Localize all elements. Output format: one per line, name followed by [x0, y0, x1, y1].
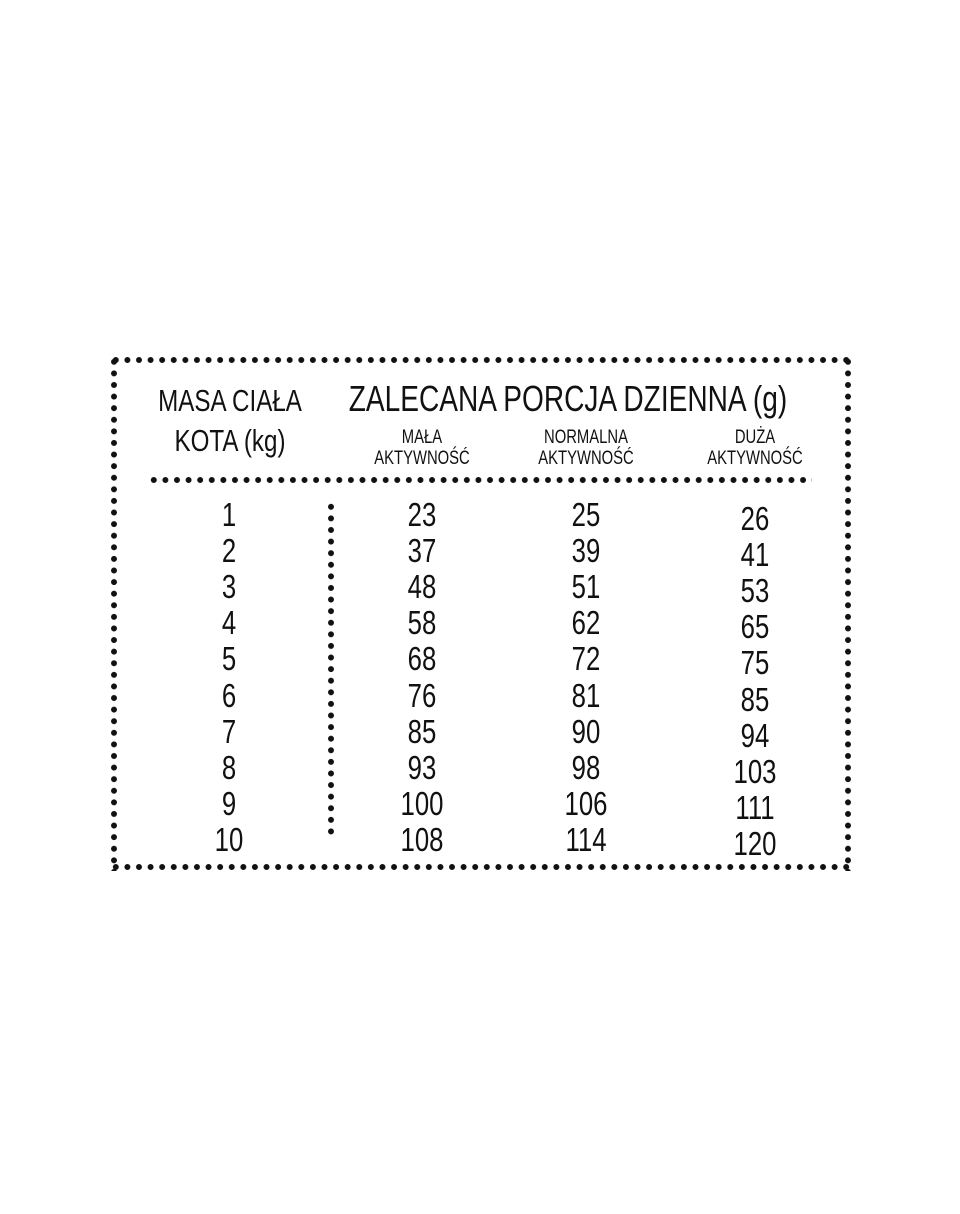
high-activity-cell: 75 [740, 644, 770, 682]
frame-left [110, 356, 118, 871]
normal-activity-cell: 62 [571, 604, 601, 642]
low-activity-cell: 23 [407, 496, 437, 533]
mass-cell: 2 [221, 532, 237, 570]
high-activity-cell: 85 [740, 680, 770, 718]
normal-activity-cell: 90 [571, 712, 601, 750]
mass-cell: 10 [214, 820, 244, 858]
high-activity-cell: 111 [735, 788, 775, 826]
normal-activity-cell: 98 [571, 748, 601, 786]
normal-activity-cell: 114 [565, 820, 607, 858]
mass-cell: 9 [221, 784, 237, 822]
mass-cell: 4 [221, 604, 237, 642]
high-activity-cell: 120 [733, 824, 777, 862]
col-header-high: DUŻA AKTYWNOŚĆ [707, 427, 803, 469]
high-activity-cell: 53 [740, 572, 770, 610]
normal-activity-cell: 51 [571, 568, 601, 606]
high-activity-cell: 103 [733, 752, 777, 790]
normal-activity-cell: 81 [571, 676, 601, 714]
normal-activity-cell: 72 [571, 640, 601, 678]
low-activity-cell: 108 [400, 820, 444, 858]
mass-cell: 7 [221, 712, 237, 750]
mass-cell: 3 [221, 568, 237, 606]
mass-cell: 6 [221, 676, 237, 714]
normal-activity-cell: 106 [564, 784, 608, 822]
column-divider [327, 501, 335, 837]
header-divider [148, 476, 812, 484]
frame-bottom [110, 863, 852, 871]
low-activity-cell: 85 [407, 712, 437, 750]
low-activity-cell: 68 [407, 640, 437, 678]
low-activity-cell: 37 [407, 532, 437, 570]
mass-cell: 8 [221, 748, 237, 786]
col-header-line1: MAŁA [401, 427, 443, 448]
frame-top [110, 356, 852, 364]
col-header-line1: NORMALNA [543, 427, 628, 448]
low-activity-cell: 76 [407, 676, 437, 714]
low-activity-cell: 100 [400, 784, 444, 822]
mass-cell: 1 [221, 496, 237, 533]
col-header-line2: AKTYWNOŚĆ [538, 448, 634, 469]
low-activity-cell: 58 [407, 604, 437, 642]
high-activity-cell: 65 [740, 608, 770, 646]
high-activity-cell: 41 [740, 536, 770, 574]
high-activity-cell: 94 [740, 716, 770, 754]
high-activity-cell: 26 [740, 500, 770, 537]
low-activity-cell: 93 [407, 748, 437, 786]
mass-header-line1: MASA CIAŁA [158, 383, 302, 418]
col-header-low: MAŁA AKTYWNOŚĆ [374, 427, 470, 469]
normal-activity-cell: 39 [571, 532, 601, 570]
col-header-line2: AKTYWNOŚĆ [374, 448, 470, 469]
low-activity-cell: 48 [407, 568, 437, 606]
mass-cell: 5 [221, 640, 237, 678]
mass-header-line2: KOTA (kg) [174, 423, 286, 458]
col-header-line2: AKTYWNOŚĆ [707, 448, 803, 469]
frame-right [844, 356, 852, 871]
col-header-line1: DUŻA [734, 427, 776, 448]
normal-activity-cell: 25 [571, 496, 601, 533]
portion-title: ZALECANA PORCJA DZIENNA (g) [348, 378, 788, 419]
col-header-normal: NORMALNA AKTYWNOŚĆ [538, 427, 634, 469]
